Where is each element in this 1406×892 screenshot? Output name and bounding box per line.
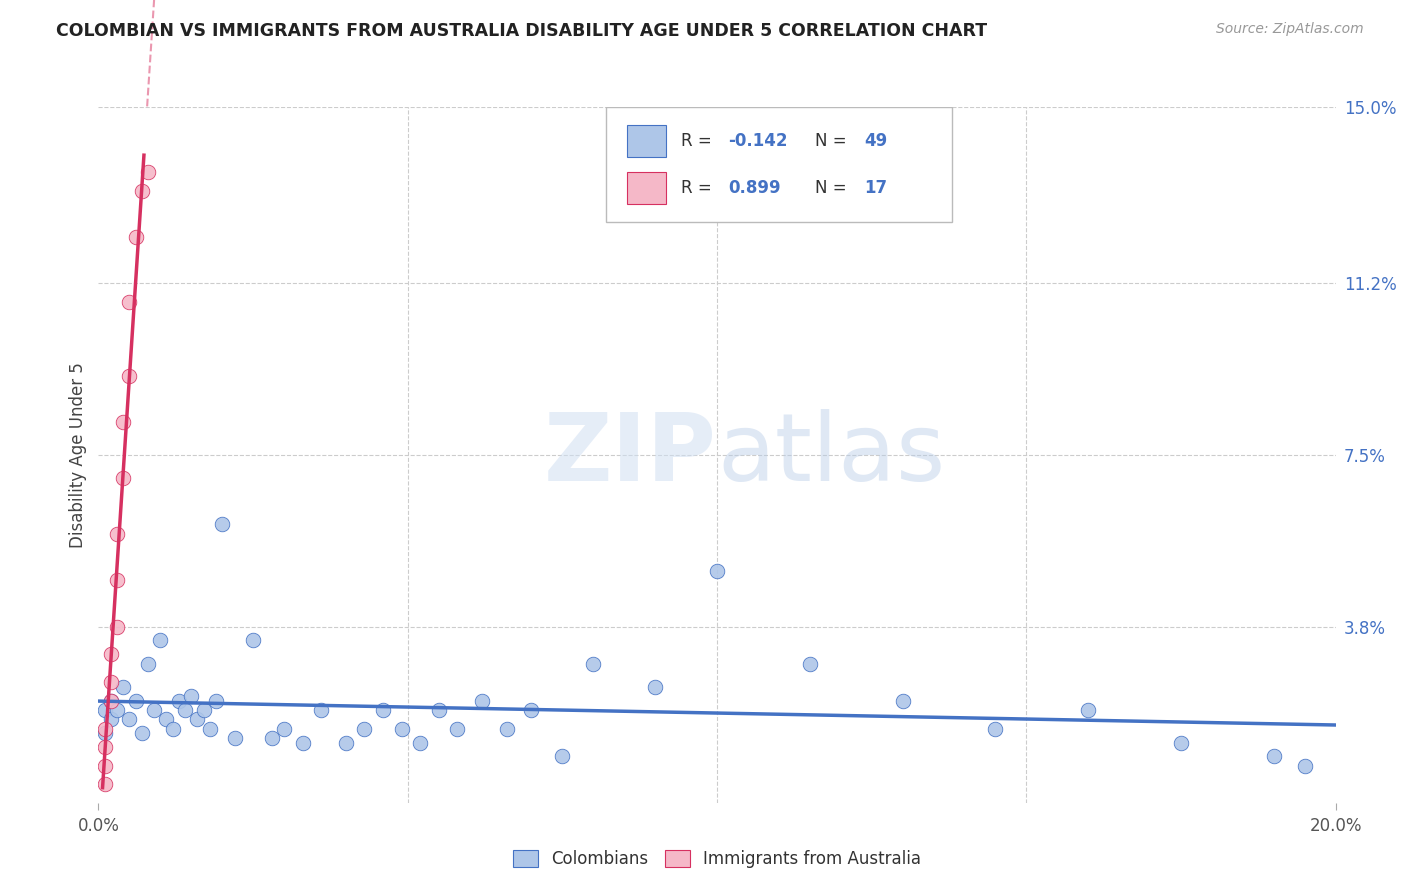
Point (93, 703, 115, 717)
Point (93, 740, 115, 755)
Point (644, 680, 666, 694)
Point (799, 657, 821, 671)
Point (93, 777, 115, 791)
Point (105, 703, 128, 717)
Point (391, 722, 413, 736)
Point (211, 517, 233, 532)
Point (495, 722, 517, 736)
Point (112, 680, 135, 694)
Text: 17: 17 (865, 179, 887, 197)
FancyBboxPatch shape (606, 107, 952, 222)
Point (309, 703, 332, 717)
Point (93, 726, 115, 740)
Point (136, 165, 159, 179)
Point (112, 471, 135, 485)
Point (167, 694, 190, 708)
Point (193, 703, 215, 717)
Point (242, 633, 264, 648)
Point (180, 689, 202, 703)
Point (335, 735, 357, 749)
Point (371, 703, 394, 717)
Legend: Colombians, Immigrants from Australia: Colombians, Immigrants from Australia (506, 843, 928, 874)
Point (105, 619, 128, 633)
Point (1077, 703, 1099, 717)
Point (112, 416, 135, 430)
Point (149, 633, 172, 648)
Text: ZIP: ZIP (544, 409, 717, 501)
Point (353, 722, 375, 736)
Point (162, 722, 184, 736)
Point (100, 675, 122, 690)
Text: COLOMBIAN VS IMMIGRANTS FROM AUSTRALIA DISABILITY AGE UNDER 5 CORRELATION CHART: COLOMBIAN VS IMMIGRANTS FROM AUSTRALIA D… (56, 22, 987, 40)
Text: 0.899: 0.899 (728, 179, 780, 197)
Point (93, 722, 115, 736)
Point (105, 526, 128, 541)
Text: R =: R = (681, 179, 717, 197)
Point (1294, 758, 1316, 772)
Point (186, 712, 208, 726)
Point (124, 230, 146, 244)
Point (174, 703, 197, 717)
Point (520, 703, 543, 717)
Y-axis label: Disability Age Under 5: Disability Age Under 5 (69, 362, 87, 548)
Point (224, 731, 246, 745)
Point (118, 369, 141, 384)
Point (891, 694, 914, 708)
Point (100, 712, 122, 726)
Point (260, 731, 283, 745)
Point (155, 712, 177, 726)
Point (427, 703, 450, 717)
Point (706, 564, 728, 578)
Point (118, 294, 141, 309)
Point (984, 722, 1007, 736)
Point (551, 749, 574, 764)
Point (100, 694, 122, 708)
Point (105, 573, 128, 587)
Point (1170, 735, 1192, 749)
Point (100, 694, 122, 708)
Text: -0.142: -0.142 (728, 132, 787, 150)
Point (446, 722, 468, 736)
Point (124, 694, 146, 708)
Point (1263, 749, 1285, 764)
Text: atlas: atlas (717, 409, 945, 501)
Point (205, 694, 228, 708)
Point (118, 712, 141, 726)
FancyBboxPatch shape (627, 172, 666, 204)
Text: N =: N = (815, 132, 852, 150)
Point (409, 735, 432, 749)
Point (131, 184, 153, 198)
Text: R =: R = (681, 132, 717, 150)
Text: 49: 49 (865, 132, 887, 150)
FancyBboxPatch shape (627, 125, 666, 157)
Point (143, 703, 166, 717)
Text: Source: ZipAtlas.com: Source: ZipAtlas.com (1216, 22, 1364, 37)
Text: N =: N = (815, 179, 852, 197)
Point (471, 694, 494, 708)
Point (273, 722, 295, 736)
Point (100, 648, 122, 662)
Point (131, 726, 153, 740)
Point (136, 657, 159, 671)
Point (93, 758, 115, 772)
Point (291, 735, 314, 749)
Point (582, 657, 605, 671)
Point (198, 722, 221, 736)
